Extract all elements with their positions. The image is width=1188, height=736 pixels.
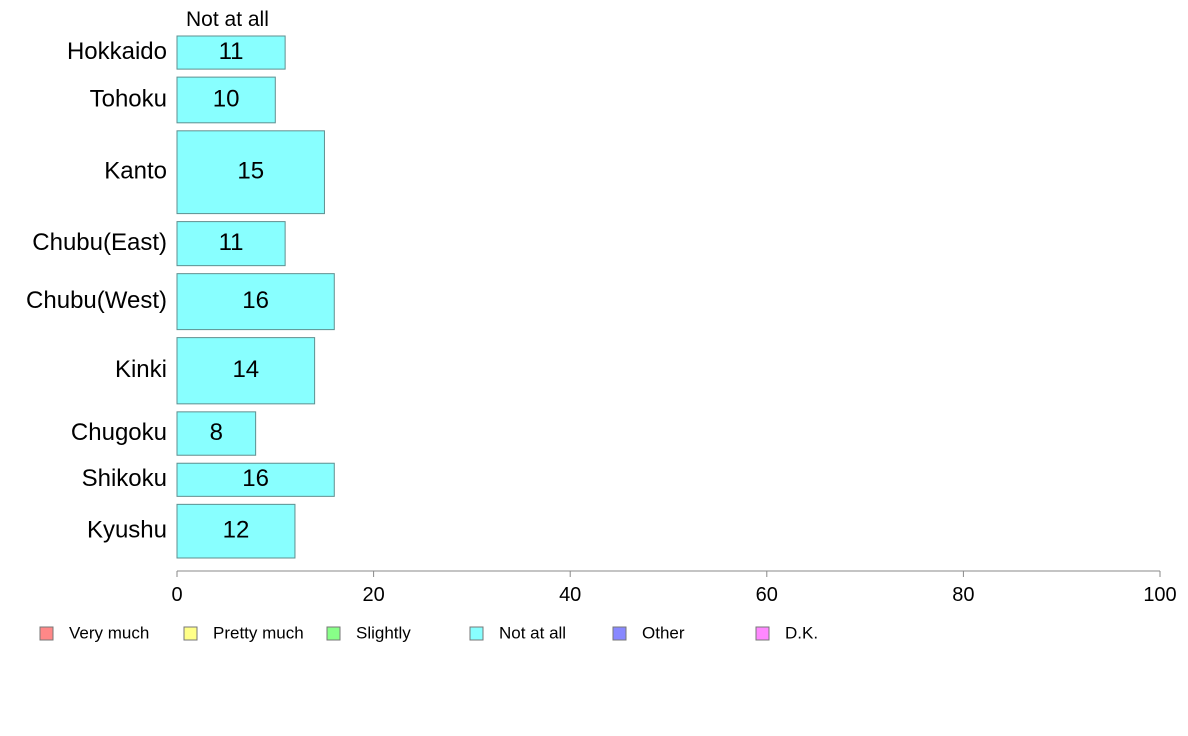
legend-swatch-other: [612, 626, 627, 641]
value-label-kinki: 14: [232, 356, 259, 383]
x-tick-label-40: 40: [559, 584, 581, 606]
category-label-kinki: Kinki: [115, 356, 167, 383]
legend-label-d-k: D.K.: [785, 623, 818, 642]
x-tick-label-80: 80: [952, 584, 974, 606]
value-label-kyushu: 12: [223, 517, 250, 544]
series-title: Not at all: [186, 8, 269, 31]
category-label-chugoku: Chugoku: [71, 419, 167, 446]
value-label-chugoku: 8: [210, 419, 223, 446]
category-label-chubu-east: Chubu(East): [32, 229, 167, 256]
legend-label-very-much: Very much: [69, 623, 149, 642]
bars-group: Hokkaido 11 Tohoku 10 Kanto 15 Chubu(East) 11 Ch…: [26, 35, 335, 559]
value-label-kanto: 15: [237, 158, 264, 185]
bar-chubu-east: [176, 221, 286, 267]
legend: Very much Pretty much Slightly Not at all Ot…: [39, 623, 818, 642]
x-tick-label-0: 0: [171, 584, 182, 606]
bar-hokkaido: [176, 35, 286, 70]
value-label-tohoku: 10: [213, 85, 240, 112]
bar-kanto: [176, 130, 325, 215]
category-label-chubu-west: Chubu(West): [26, 287, 167, 314]
category-label-hokkaido: Hokkaido: [67, 38, 167, 65]
bar-kinki: [176, 337, 316, 405]
x-tick-label-60: 60: [756, 584, 778, 606]
category-label-tohoku: Tohoku: [90, 85, 167, 112]
x-tick-label-100: 100: [1143, 584, 1176, 606]
legend-swatch-pretty-much: [183, 626, 198, 641]
value-label-chubu-west: 16: [242, 287, 269, 314]
legend-swatch-not-at-all: [469, 626, 484, 641]
bar-kyushu: [176, 503, 296, 559]
category-label-shikoku: Shikoku: [82, 465, 167, 492]
x-axis: 0 20 40 60 80 100: [171, 570, 1177, 606]
legend-swatch-d-k: [755, 626, 770, 641]
x-tick-label-20: 20: [362, 584, 384, 606]
value-label-chubu-east: 11: [219, 229, 244, 256]
category-label-kyushu: Kyushu: [87, 517, 167, 544]
legend-label-slightly: Slightly: [356, 623, 411, 642]
value-label-hokkaido: 11: [219, 38, 244, 65]
bar-shikoku: [176, 462, 335, 497]
bar-chugoku: [176, 411, 257, 456]
bar-chubu-west: [176, 273, 335, 331]
value-label-shikoku: 16: [242, 465, 269, 492]
category-label-kanto: Kanto: [104, 158, 167, 185]
legend-label-pretty-much: Pretty much: [213, 623, 304, 642]
bar-tohoku: [176, 76, 276, 124]
legend-swatch-slightly: [326, 626, 341, 641]
legend-swatch-very-much: [39, 626, 54, 641]
legend-label-other: Other: [642, 623, 685, 642]
legend-label-not-at-all: Not at all: [499, 623, 566, 642]
